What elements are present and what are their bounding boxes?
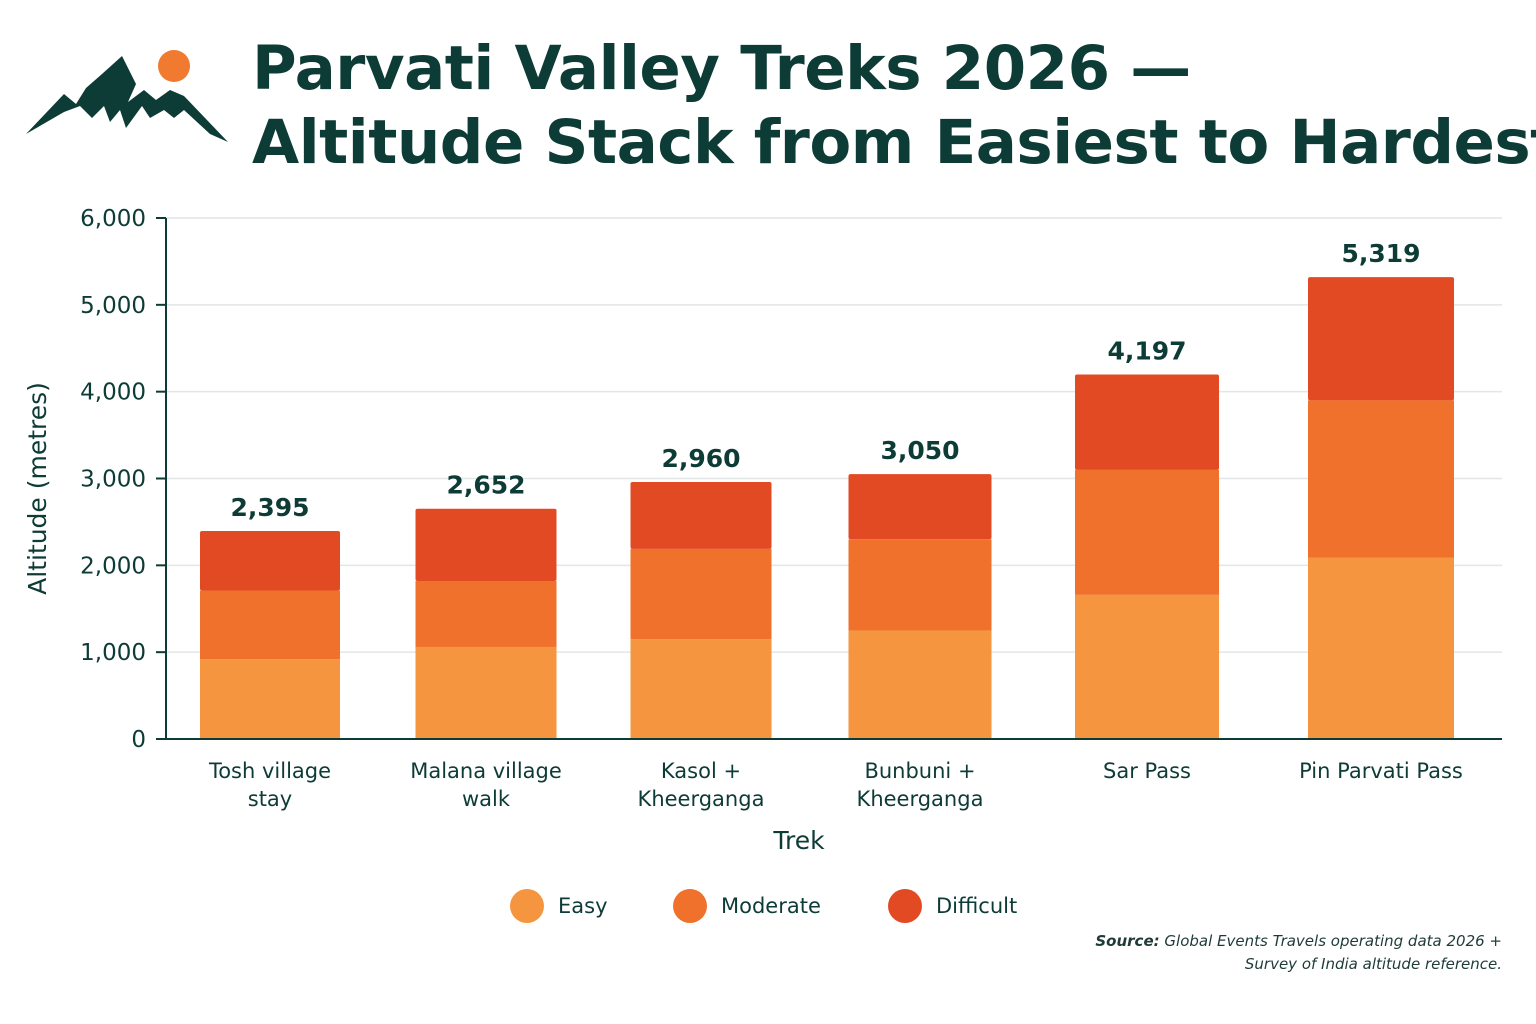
x-tick-label: Pin Parvati Pass: [1299, 759, 1463, 783]
y-axis-label: Altitude (metres): [23, 382, 52, 595]
y-tick-label: 5,000: [80, 293, 146, 319]
bar-total-label: 3,050: [880, 436, 959, 465]
legend-swatch-difficult: [888, 889, 922, 923]
bar-segment-easy: [200, 659, 340, 739]
bars: [200, 277, 1454, 739]
bar-segment-difficult: [630, 481, 772, 549]
chart-title-line-2: Altitude Stack from Easiest to Hardest: [252, 107, 1536, 178]
bar-segment-easy: [848, 630, 992, 739]
source-note: Source: Global Events Travels operating …: [982, 930, 1502, 976]
x-tick-label-line: Tosh village: [208, 759, 331, 783]
bar-segment-difficult: [200, 531, 340, 591]
bar-segment-easy: [1075, 594, 1219, 739]
bar-segment-easy: [1308, 557, 1454, 739]
legend-item-difficult: Difficult: [888, 886, 1017, 926]
y-tick-label: 0: [131, 727, 146, 753]
x-tick-label-line: Kasol +: [661, 759, 741, 783]
legend-item-moderate: Moderate: [673, 886, 821, 926]
x-tick-label-line: Kheerganga: [857, 787, 984, 811]
sun-icon: [158, 50, 190, 82]
source-line-1: Global Events Travels operating data 202…: [1164, 932, 1502, 950]
bar-segment-moderate: [415, 580, 557, 647]
chart-title-line-1: Parvati Valley Treks 2026 —: [252, 33, 1191, 104]
bar-segment-difficult: [1308, 277, 1454, 401]
y-tick-label: 3,000: [80, 467, 146, 493]
bar-segment-moderate: [1075, 469, 1219, 595]
bar-total-label: 2,652: [446, 471, 525, 500]
x-tick-label: Sar Pass: [1103, 759, 1191, 783]
x-tick-label-line: walk: [462, 787, 511, 811]
bar-total-label: 4,197: [1107, 337, 1186, 366]
x-axis-ticks: Tosh village stay Malana village walk Kasol …: [208, 759, 1463, 811]
x-axis-label: Trek: [772, 826, 825, 855]
mountain-range-icon: [26, 56, 228, 142]
x-tick-label: Bunbuni + Kheerganga: [857, 759, 984, 811]
y-tick-label: 4,000: [80, 380, 146, 406]
bar-segment-difficult: [1075, 374, 1219, 470]
legend-label-easy: Easy: [558, 894, 608, 918]
bar-segment-difficult: [415, 508, 557, 581]
bar-segment-moderate: [200, 590, 340, 660]
stacked-bar-chart: 0 1,000 2,000 3,000 4,000 5,000 6,000 2,395 2,6…: [23, 206, 1502, 855]
legend-swatch-easy: [510, 889, 544, 923]
total-labels: 2,395 2,652 2,960 3,050 4,197 5,319: [230, 239, 1420, 522]
bar-total-label: 2,395: [230, 493, 309, 522]
mountain-logo-icon: [26, 50, 228, 142]
bar-segment-moderate: [1308, 400, 1454, 558]
legend: Easy Moderate Difficult: [0, 886, 1536, 926]
x-tick-label: Malana village walk: [410, 759, 562, 811]
bar-segment-moderate: [630, 548, 772, 640]
source-line-2: Survey of India altitude reference.: [1244, 955, 1502, 973]
x-tick-label-line: stay: [248, 787, 292, 811]
y-axis-ticks: 0 1,000 2,000 3,000 4,000 5,000 6,000: [80, 206, 166, 753]
bar-total-label: 2,960: [661, 444, 740, 473]
bar-segment-difficult: [848, 474, 992, 540]
y-tick-label: 6,000: [80, 206, 146, 232]
x-tick-label-line: Bunbuni +: [864, 759, 975, 783]
bar-total-label: 5,319: [1341, 239, 1420, 268]
x-tick-label-line: Malana village: [410, 759, 562, 783]
gridlines: [166, 217, 1502, 653]
x-tick-label: Tosh village stay: [208, 759, 331, 811]
x-tick-label-line: Sar Pass: [1103, 759, 1191, 783]
x-tick-label-line: Kheerganga: [638, 787, 765, 811]
legend-swatch-moderate: [673, 889, 707, 923]
source-label: Source:: [1095, 932, 1160, 950]
bar-segment-easy: [630, 639, 772, 739]
legend-label-difficult: Difficult: [936, 894, 1018, 918]
x-tick-label-line: Pin Parvati Pass: [1299, 759, 1463, 783]
legend-item-easy: Easy: [510, 886, 608, 926]
chart-title: Parvati Valley Treks 2026 — Altitude Sta…: [252, 32, 1536, 180]
x-tick-label: Kasol + Kheerganga: [638, 759, 765, 811]
y-tick-label: 2,000: [80, 553, 146, 579]
bar-segment-easy: [415, 646, 557, 739]
y-tick-label: 1,000: [80, 640, 146, 666]
legend-label-moderate: Moderate: [721, 894, 821, 918]
bar-segment-moderate: [848, 539, 992, 631]
